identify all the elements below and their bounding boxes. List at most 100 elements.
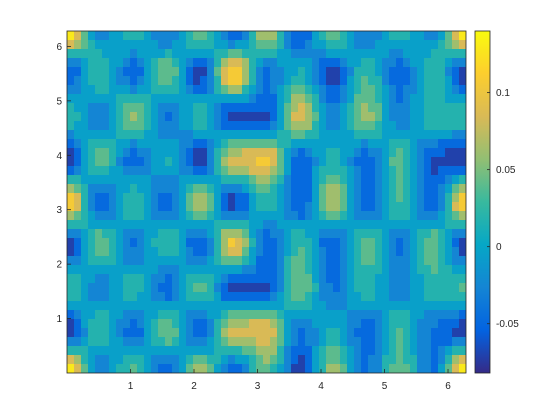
- contour-cell: [298, 247, 306, 257]
- contour-cell: [459, 310, 466, 320]
- contour-cell: [354, 139, 362, 149]
- contour-cell: [172, 274, 180, 284]
- contour-cell: [347, 220, 355, 230]
- contour-cell: [193, 265, 201, 275]
- contour-cell: [333, 85, 341, 95]
- contour-cell: [193, 337, 201, 347]
- contour-cell: [431, 319, 439, 329]
- contour-cell: [326, 166, 334, 176]
- contour-cell: [158, 265, 166, 275]
- contour-cell: [396, 31, 404, 41]
- contour-cell: [417, 256, 425, 266]
- contour-cell: [375, 238, 383, 248]
- contour-cell: [368, 103, 376, 113]
- contour-cell: [319, 175, 327, 185]
- contour-cell: [417, 346, 425, 356]
- contour-cell: [284, 94, 292, 104]
- contour-cell: [186, 346, 194, 356]
- contour-cell: [312, 328, 320, 338]
- contour-cell: [130, 292, 138, 302]
- contour-cell: [242, 85, 250, 95]
- contour-cell: [431, 58, 439, 68]
- contour-cell: [158, 211, 166, 221]
- contour-cell: [291, 364, 299, 373]
- contour-cell: [130, 337, 138, 347]
- contour-cell: [235, 265, 243, 275]
- contour-cell: [214, 238, 222, 248]
- contour-cell: [193, 346, 201, 356]
- contour-cell: [403, 337, 411, 347]
- contour-cell: [242, 211, 250, 221]
- contour-cell: [256, 193, 264, 203]
- contour-cell: [305, 328, 313, 338]
- contour-cell: [263, 337, 271, 347]
- contour-cell: [319, 256, 327, 266]
- contour-cell: [452, 202, 460, 212]
- contour-cell: [389, 346, 397, 356]
- contour-cell: [193, 202, 201, 212]
- contour-cell: [200, 148, 208, 158]
- contour-cell: [144, 202, 152, 212]
- x-axis-tick-label: 4: [318, 381, 324, 392]
- contour-cell: [144, 148, 152, 158]
- contour-cell: [361, 76, 369, 86]
- contour-cell: [431, 355, 439, 365]
- contour-cell: [361, 121, 369, 131]
- contour-cell: [347, 121, 355, 131]
- contour-cell: [298, 292, 306, 302]
- contour-cell: [403, 85, 411, 95]
- contour-cell: [298, 319, 306, 329]
- contour-cell: [235, 166, 243, 176]
- contour-cell: [452, 184, 460, 194]
- contour-cell: [305, 193, 313, 203]
- contour-cell: [74, 355, 82, 365]
- contour-cell: [368, 193, 376, 203]
- contour-cell: [249, 49, 257, 59]
- contour-cell: [347, 49, 355, 59]
- contour-cell: [221, 166, 229, 176]
- contour-cell: [333, 193, 341, 203]
- contour-cell: [263, 103, 271, 113]
- contour-cell: [158, 184, 166, 194]
- contour-cell: [326, 319, 334, 329]
- contour-cell: [305, 211, 313, 221]
- contour-cell: [242, 121, 250, 131]
- contour-cell: [130, 211, 138, 221]
- contour-cell: [410, 337, 418, 347]
- contour-cell: [144, 328, 152, 338]
- contour-cell: [375, 67, 383, 77]
- contour-cell: [109, 85, 117, 95]
- contour-cell: [200, 67, 208, 77]
- contour-cell: [193, 112, 201, 122]
- contour-cell: [459, 130, 466, 140]
- contour-cell: [179, 265, 187, 275]
- contour-cell: [298, 94, 306, 104]
- contour-cell: [368, 76, 376, 86]
- contour-cell: [375, 49, 383, 59]
- contour-cell: [389, 292, 397, 302]
- contour-cell: [207, 328, 215, 338]
- contour-cell: [277, 103, 285, 113]
- contour-cell: [410, 319, 418, 329]
- contour-cell: [305, 148, 313, 158]
- contour-cell: [116, 283, 124, 293]
- contour-cell: [389, 58, 397, 68]
- contour-cell: [347, 337, 355, 347]
- contour-cell: [81, 148, 89, 158]
- contour-cell: [354, 31, 362, 41]
- contour-cell: [256, 58, 264, 68]
- contour-cell: [333, 220, 341, 230]
- contour-cell: [88, 130, 96, 140]
- contour-cell: [445, 220, 453, 230]
- contour-cell: [144, 193, 152, 203]
- contour-cell: [312, 76, 320, 86]
- contour-cell: [396, 274, 404, 284]
- contour-cell: [130, 175, 138, 185]
- contour-cell: [235, 292, 243, 302]
- contour-cell: [459, 193, 466, 203]
- contour-cell: [235, 157, 243, 167]
- contour-cell: [375, 274, 383, 284]
- contour-cell: [123, 355, 131, 365]
- contour-cell: [130, 31, 138, 41]
- contour-cell: [452, 346, 460, 356]
